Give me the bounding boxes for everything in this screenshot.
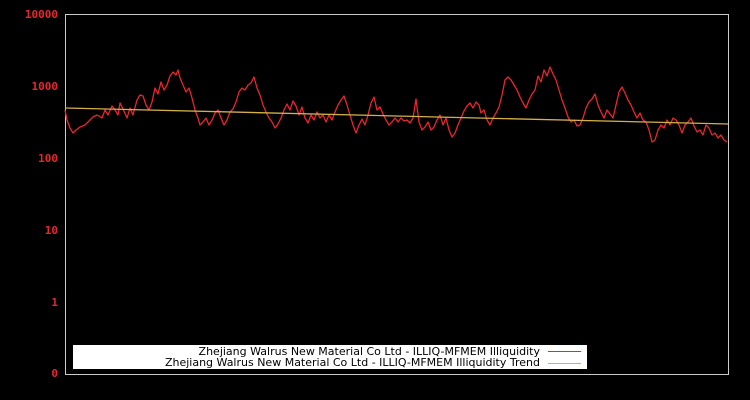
chart-legend: Zhejiang Walrus New Material Co Ltd - IL… (73, 345, 587, 369)
legend-swatch-illiquidity (548, 351, 581, 352)
illiquidity-trend-line (64, 107, 729, 125)
y-tick-label: 10000 (24, 8, 58, 21)
legend-label-illiquidity: Zhejiang Walrus New Material Co Ltd - IL… (198, 345, 540, 358)
y-tick-label: 10 (44, 224, 58, 237)
y-tick-label: 1 (51, 296, 58, 309)
illiquidity-series-line (64, 66, 728, 143)
plot-area (65, 14, 729, 375)
y-tick-label: 1000 (31, 80, 59, 93)
y-tick-label: 0 (51, 367, 58, 380)
legend-swatch-trend (548, 363, 581, 364)
legend-label-trend: Zhejiang Walrus New Material Co Ltd - IL… (164, 356, 540, 369)
y-tick-label: 100 (38, 152, 58, 165)
